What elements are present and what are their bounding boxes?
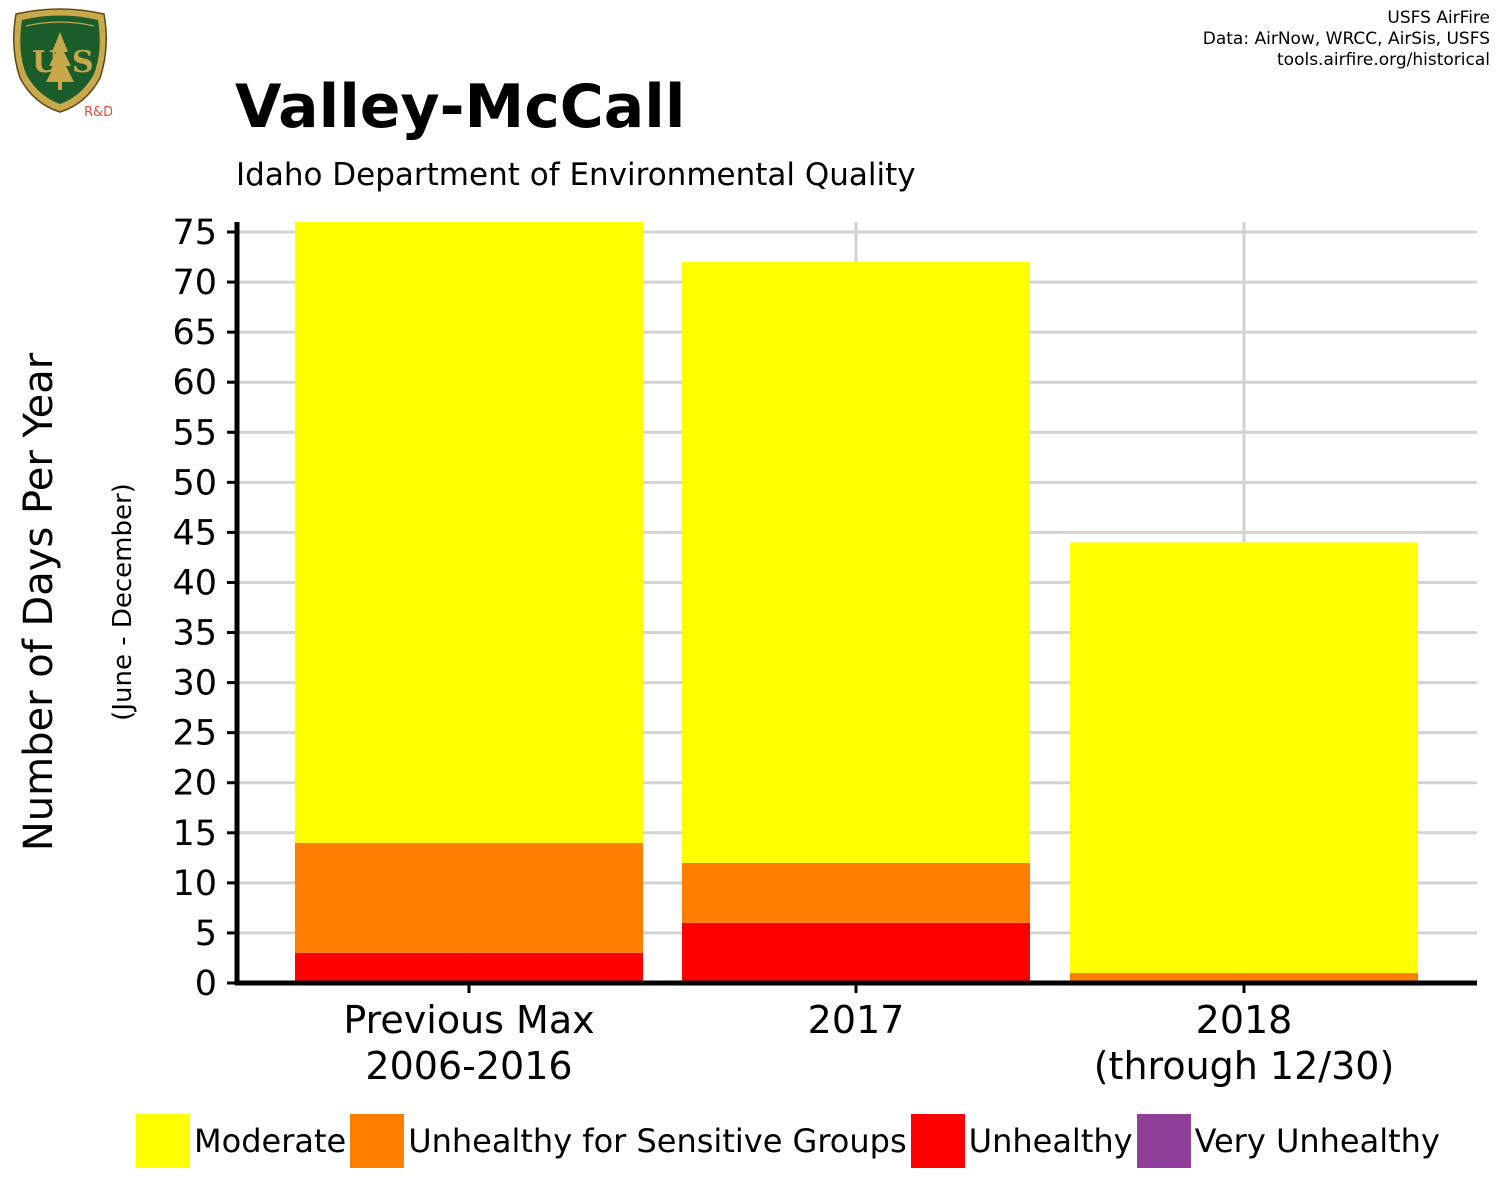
y-tick-label: 50	[172, 463, 217, 503]
bar-segment	[1070, 542, 1418, 973]
y-tick-label: 75	[172, 213, 217, 253]
y-tick-label: 40	[172, 563, 217, 603]
legend-item: Very Unhealthy	[1136, 1114, 1440, 1168]
credit-line-3: tools.airfire.org/historical	[1277, 50, 1490, 70]
y-tick-label: 45	[172, 513, 217, 553]
y-axis-label: Number of Days Per Year	[16, 352, 62, 851]
legend-item: Unhealthy for Sensitive Groups	[350, 1114, 907, 1168]
category-label: Previous Max	[343, 998, 594, 1042]
legend-item: Unhealthy	[910, 1114, 1133, 1168]
axes	[227, 222, 1477, 993]
legend-swatch	[136, 1114, 190, 1168]
credit-line-2: Data: AirNow, WRCC, AirSis, USFS	[1202, 29, 1490, 49]
tick-labels: 0 5 10 15 20 25 30 35 40 45 50 55 60 65 70 75	[172, 213, 217, 1004]
y-tick-label: 0	[195, 964, 217, 1004]
chart-subtitle: Idaho Department of Environmental Qualit…	[236, 157, 916, 193]
legend-item: Moderate	[136, 1114, 346, 1168]
legend: Moderate Unhealthy for Sensitive Groups Un…	[136, 1114, 1444, 1168]
bar-segment	[1070, 972, 1418, 983]
bar-segment	[295, 952, 643, 983]
chart-title: Valley-McCall	[235, 72, 686, 142]
rd-label: R&D	[84, 105, 112, 118]
bar-segment	[295, 222, 643, 843]
bar-segment	[682, 922, 1030, 983]
category-label: 2018	[1196, 998, 1293, 1042]
y-tick-label: 15	[172, 814, 217, 854]
legend-label: Unhealthy	[968, 1122, 1133, 1160]
category-label: 2017	[808, 998, 905, 1042]
y-tick-label: 60	[172, 363, 217, 403]
credits: USFS AirFire Data: AirNow, WRCC, AirSis,…	[1203, 8, 1490, 71]
legend-swatch	[1136, 1114, 1191, 1168]
legend-swatch	[910, 1114, 965, 1168]
y-tick-label: 70	[172, 263, 217, 303]
bar-segment	[682, 262, 1030, 863]
category-label: (through 12/30)	[1094, 1044, 1395, 1088]
svg-text:S: S	[72, 45, 94, 80]
legend-swatch	[350, 1114, 405, 1168]
y-axis-sublabel: (June - December)	[108, 483, 138, 721]
y-tick-label: 25	[172, 714, 217, 754]
y-tick-label: 55	[172, 413, 217, 453]
y-tick-label: 30	[172, 664, 217, 704]
forest-service-shield-logo: U S R&D	[13, 8, 112, 118]
y-tick-label: 20	[172, 764, 217, 804]
y-tick-label: 5	[195, 914, 217, 954]
legend-label: Very Unhealthy	[1194, 1122, 1440, 1160]
credit-line-1: USFS AirFire	[1387, 8, 1490, 28]
bar-segment	[682, 862, 1030, 923]
legend-label: Moderate	[194, 1122, 347, 1160]
y-tick-label: 65	[172, 313, 217, 353]
bars	[295, 222, 1418, 983]
legend-label: Unhealthy for Sensitive Groups	[408, 1122, 907, 1160]
bar-segment	[295, 842, 643, 953]
y-tick-label: 35	[172, 614, 217, 654]
category-label: 2006-2016	[365, 1044, 572, 1088]
y-tick-label: 10	[172, 864, 217, 904]
